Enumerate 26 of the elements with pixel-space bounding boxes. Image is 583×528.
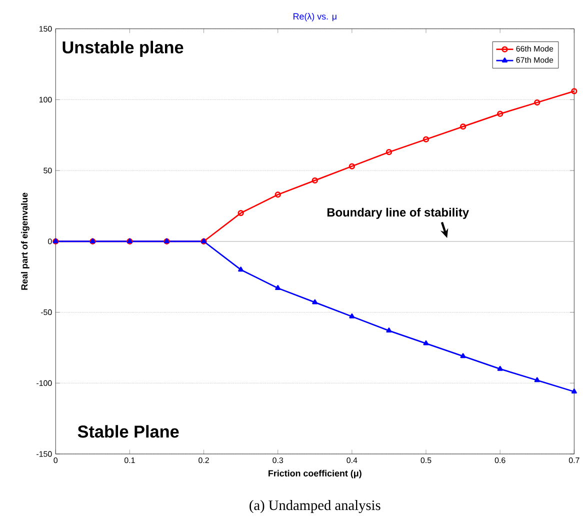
point <box>497 110 504 117</box>
point <box>274 191 281 198</box>
point <box>238 210 244 216</box>
point <box>312 177 318 184</box>
point <box>460 352 466 358</box>
annotation: Stable Plane <box>78 424 179 438</box>
point <box>534 99 540 106</box>
point <box>386 148 392 155</box>
chart-title: Re(λ) vs. μ <box>294 12 336 22</box>
point <box>571 388 577 394</box>
point <box>312 299 318 304</box>
point <box>386 327 392 332</box>
x-axis-title: Friction coefficient (μ) <box>268 470 362 478</box>
point <box>348 162 356 170</box>
point <box>349 313 355 318</box>
text: (a) Undamped analysis <box>250 500 380 513</box>
point <box>534 376 540 382</box>
point <box>423 340 429 346</box>
annotation: Unstable plane <box>62 40 184 57</box>
point <box>460 123 466 130</box>
point <box>422 136 430 142</box>
point <box>497 366 503 371</box>
ref-line-label: Boundary line of stability <box>327 208 469 219</box>
y-axis-title: Real part of eigenvalue <box>21 192 30 290</box>
point <box>238 266 244 272</box>
point <box>275 284 281 290</box>
